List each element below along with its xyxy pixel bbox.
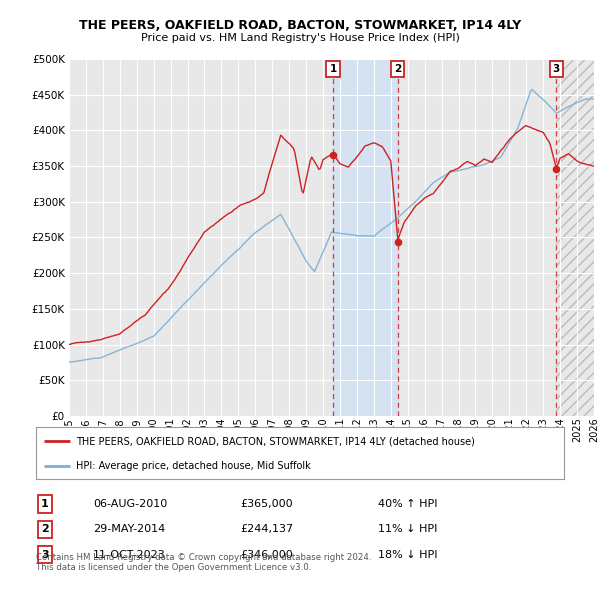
- Text: 2: 2: [41, 525, 49, 535]
- Text: 06-AUG-2010: 06-AUG-2010: [93, 499, 167, 509]
- Text: 3: 3: [553, 64, 560, 74]
- Text: This data is licensed under the Open Government Licence v3.0.: This data is licensed under the Open Gov…: [36, 563, 311, 572]
- Text: 1: 1: [41, 499, 49, 509]
- Text: 1: 1: [329, 64, 337, 74]
- Text: Contains HM Land Registry data © Crown copyright and database right 2024.: Contains HM Land Registry data © Crown c…: [36, 553, 371, 562]
- Text: 18% ↓ HPI: 18% ↓ HPI: [378, 550, 437, 560]
- Text: £244,137: £244,137: [240, 525, 293, 535]
- Text: £346,000: £346,000: [240, 550, 293, 560]
- Bar: [556, 59, 600, 416]
- Text: THE PEERS, OAKFIELD ROAD, BACTON, STOWMARKET, IP14 4LY (detached house): THE PEERS, OAKFIELD ROAD, BACTON, STOWMA…: [76, 436, 475, 446]
- Text: 2: 2: [394, 64, 401, 74]
- Text: 40% ↑ HPI: 40% ↑ HPI: [378, 499, 437, 509]
- Text: £365,000: £365,000: [240, 499, 293, 509]
- Text: 11% ↓ HPI: 11% ↓ HPI: [378, 525, 437, 535]
- Text: HPI: Average price, detached house, Mid Suffolk: HPI: Average price, detached house, Mid …: [76, 461, 310, 471]
- Text: 3: 3: [41, 550, 49, 560]
- Bar: [556, 59, 600, 416]
- Text: Price paid vs. HM Land Registry's House Price Index (HPI): Price paid vs. HM Land Registry's House …: [140, 33, 460, 43]
- Bar: [333, 59, 398, 416]
- Text: 29-MAY-2014: 29-MAY-2014: [93, 525, 165, 535]
- Text: THE PEERS, OAKFIELD ROAD, BACTON, STOWMARKET, IP14 4LY: THE PEERS, OAKFIELD ROAD, BACTON, STOWMA…: [79, 19, 521, 32]
- Text: 11-OCT-2023: 11-OCT-2023: [93, 550, 166, 560]
